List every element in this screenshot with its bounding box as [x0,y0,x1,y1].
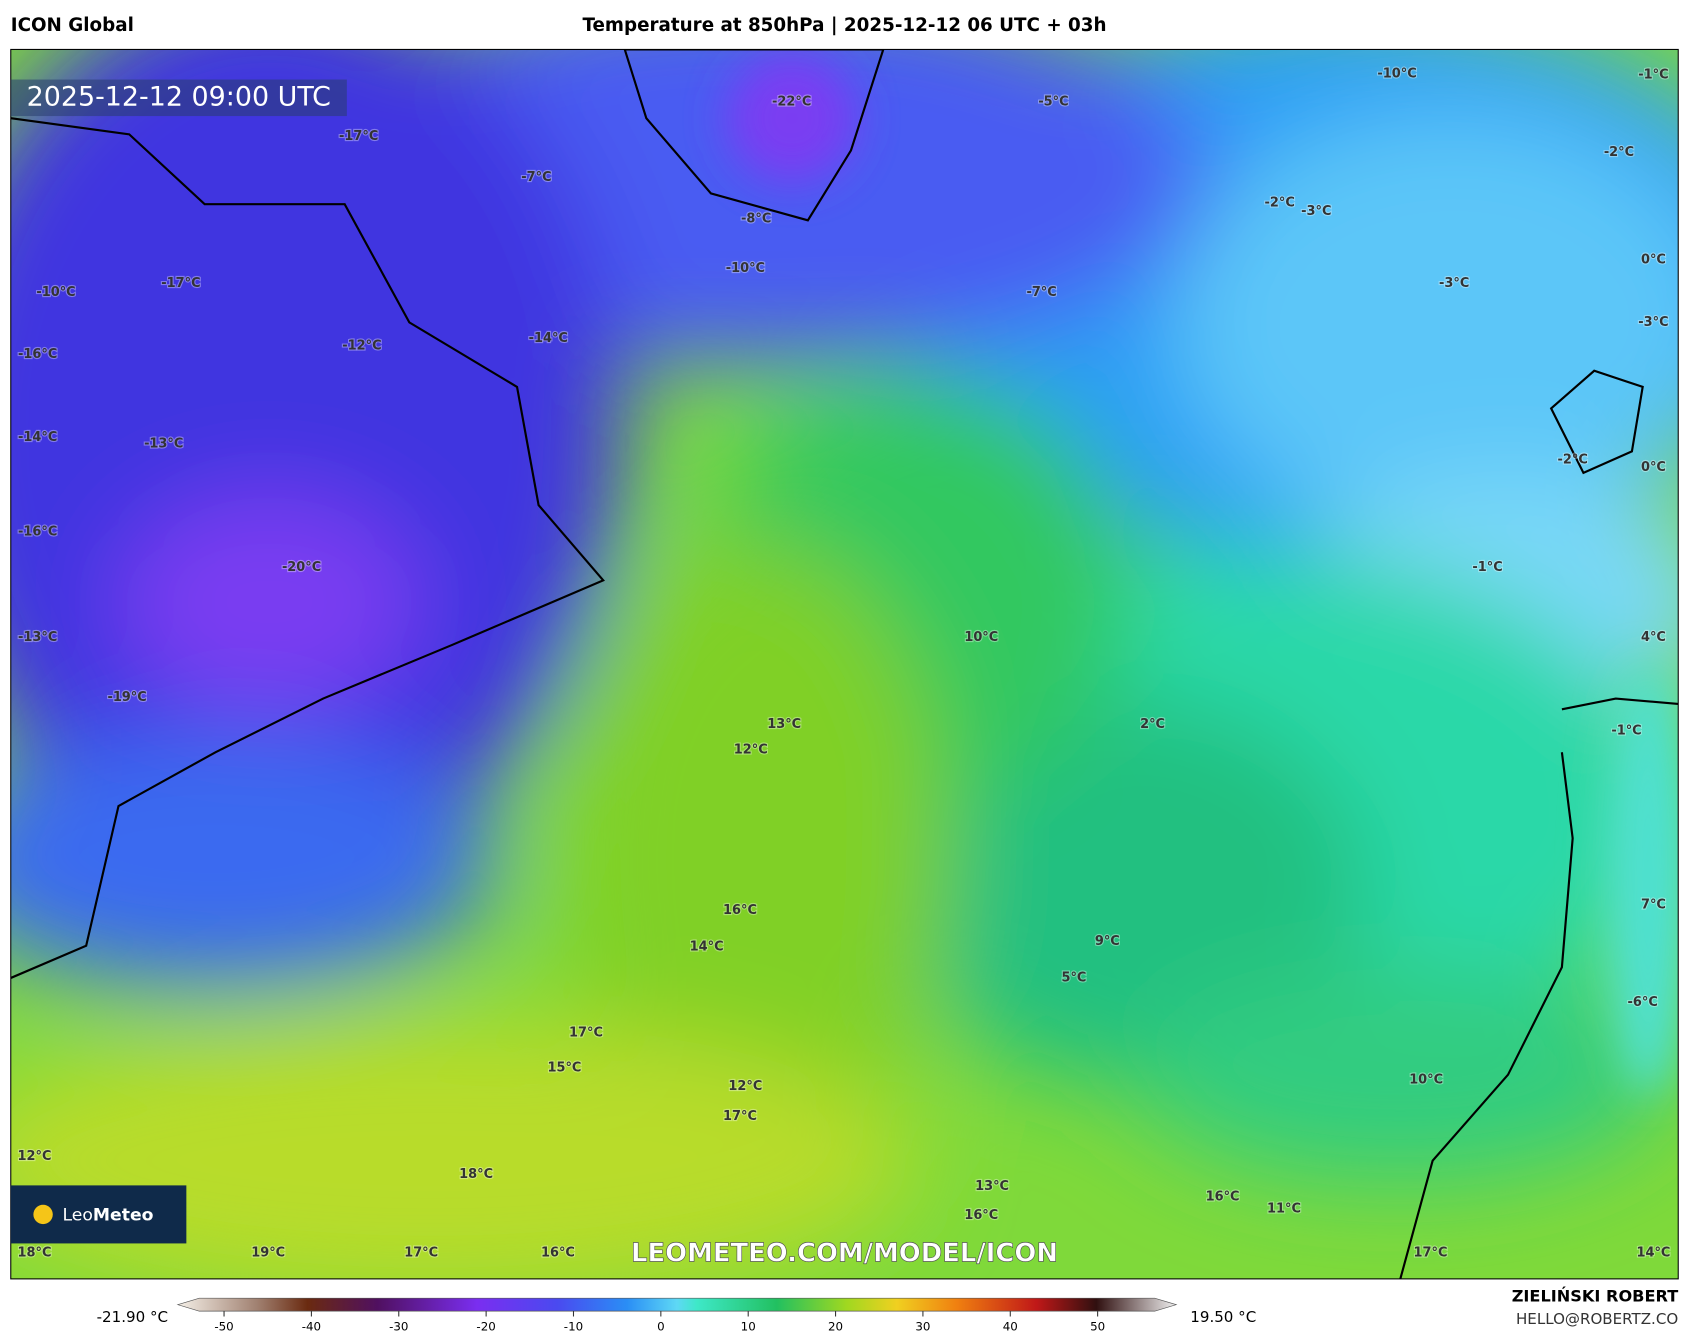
colorbar [176,1297,1178,1312]
temperature-label: -19°C [107,690,146,705]
temperature-label: 16°C [723,903,757,918]
temperature-label: 11°C [1267,1202,1301,1217]
colorbar-tick-label: -20 [476,1320,495,1334]
temperature-label: 17°C [569,1025,603,1040]
temperature-label: -10°C [1377,67,1416,82]
temperature-label: 14°C [690,939,724,954]
logo-meteo: Meteo [93,1205,154,1225]
temperature-label: -13°C [144,436,183,451]
temperature-label: -2°C [1604,145,1634,160]
colorbar-tick-label: -30 [389,1320,408,1334]
temperature-label: 16°C [964,1208,998,1223]
temperature-label: 12°C [734,743,768,758]
temperature-label: 13°C [767,717,801,732]
temperature-label: 16°C [541,1246,575,1261]
temperature-label: -14°C [529,331,568,346]
temperature-label: -2°C [1558,452,1588,467]
temperature-label: 16°C [1206,1190,1240,1205]
logo-sun [33,1204,53,1225]
colorbar-tick-label: 20 [828,1320,843,1334]
colorbar-min: -21.90 °C [97,1308,168,1326]
coastline [623,49,885,222]
colorbar-tick-label: 30 [915,1320,930,1334]
temperature-label: -5°C [1038,95,1068,110]
temperature-label: -8°C [741,212,771,227]
temperature-label: 15°C [547,1061,581,1076]
colorbar-tick-label: -40 [302,1320,321,1334]
author-email: HELLO@ROBERTZ.CO [1516,1310,1678,1328]
watermark: LEOMETEO.COM/MODEL/ICON [631,1239,1058,1269]
temperature-label: -1°C [1472,560,1502,575]
temperature-label: -1°C [1611,723,1641,738]
temperature-label: 12°C [18,1149,52,1164]
temperature-label: 7°C [1641,897,1666,912]
map-title: Temperature at 850hPa | 2025-12-12 06 UT… [582,15,1106,36]
temperature-label: 17°C [1414,1246,1448,1261]
temperature-label: -13°C [18,630,57,645]
timestamp: 2025-12-12 09:00 UTC [27,81,331,112]
temperature-label: 19°C [251,1246,285,1261]
temperature-label: 14°C [1636,1246,1670,1261]
temperature-label: -10°C [36,285,75,300]
author-name: ZIELIŃSKI ROBERT [1512,1287,1679,1306]
colorbar-tick-label: 0 [657,1320,665,1334]
colorbar-max: 19.50 °C [1190,1308,1256,1326]
temperature-label: 9°C [1095,934,1120,949]
colorbar-ticks: -50 -40 -30 -20 -10 0 10 20 30 40 50 [214,1311,1105,1334]
temperature-label: -17°C [339,129,378,144]
colorbar-tick-label: 50 [1090,1320,1105,1334]
coastline [1399,697,1679,1279]
temperature-label: 18°C [18,1246,52,1261]
temperature-label: -10°C [726,261,765,276]
temperature-label: -7°C [1026,285,1056,300]
temperature-label: -16°C [18,524,57,539]
temperature-label: 10°C [1409,1073,1443,1088]
model-name: ICON Global [11,15,134,36]
temperature-label: 10°C [964,630,998,645]
map [10,49,1679,1279]
temperature-label: 17°C [404,1246,438,1261]
logo-leo: Leo [62,1205,92,1225]
temperature-label: 18°C [459,1167,493,1182]
temperature-label: -3°C [1638,315,1668,330]
colorbar-tick-label: 40 [1003,1320,1018,1334]
temperature-label: -22°C [772,95,811,110]
colorbar-tick-label: -10 [564,1320,583,1334]
coastline [10,117,605,979]
map-frame [10,48,1679,1280]
temperature-label: -2°C [1265,196,1295,211]
colorbar-tick-label: -50 [214,1320,233,1334]
temperature-label: -1°C [1638,68,1668,83]
temperature-label: -17°C [161,276,200,291]
temperature-label: -3°C [1301,204,1331,219]
map-labels: -17°C-22°C -5°C-10°C -1°C-7°C-8°C-2°C-3°C-… [16,66,1671,1262]
temperature-label: -3°C [1439,276,1469,291]
temperature-label: -12°C [342,339,381,354]
logo-text: LeoMeteo [62,1205,153,1225]
temperature-label: 13°C [975,1179,1009,1194]
timestamp-box [10,79,347,117]
temperature-label: -14°C [18,430,57,445]
temperature-label: 17°C [723,1109,757,1124]
temperature-label: -16°C [18,347,57,362]
temperature-label: 0°C [1641,253,1666,268]
temperature-label: 2°C [1140,717,1165,732]
temperature-label: 0°C [1641,460,1666,475]
temperature-label: 4°C [1641,630,1666,645]
temperature-label: 12°C [728,1079,762,1094]
temperature-label: -6°C [1628,995,1658,1010]
temperature-label: 5°C [1061,970,1086,985]
coastline [1549,369,1644,475]
temperature-label: -7°C [521,170,551,185]
temperature-label: -20°C [282,560,321,575]
colorbar-tick-label: 10 [741,1320,756,1334]
